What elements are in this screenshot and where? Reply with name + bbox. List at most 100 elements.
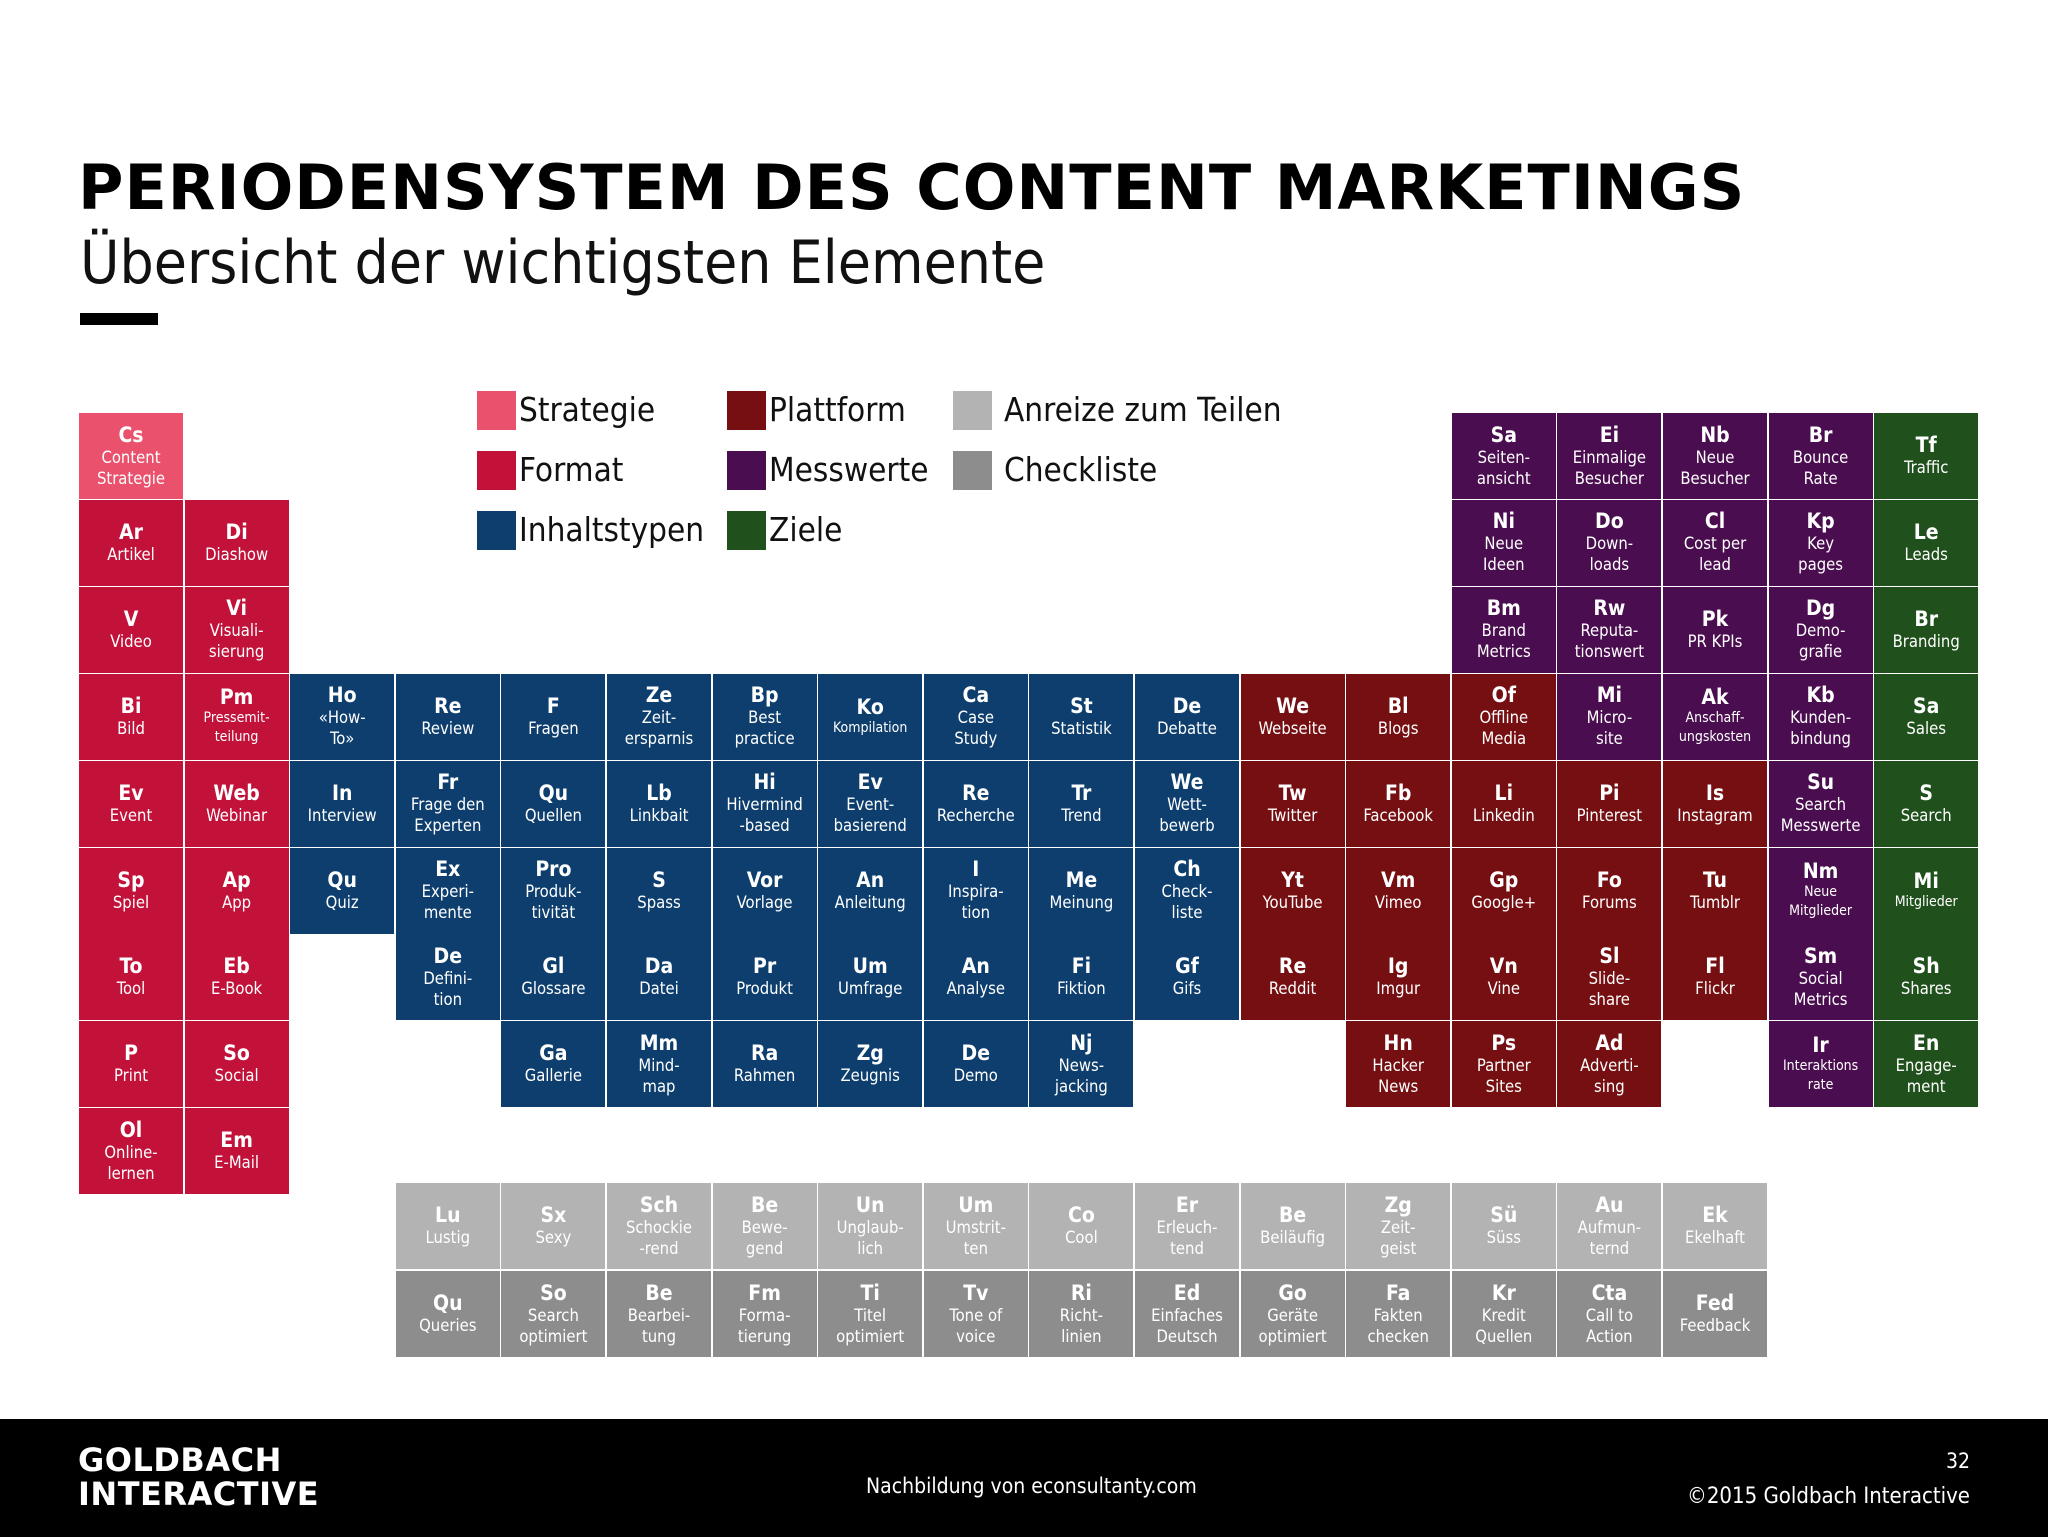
page-subtitle: Übersicht der wichtigsten Elemente bbox=[80, 228, 1046, 298]
element-symbol: Di bbox=[225, 519, 248, 544]
element-name: Lustig bbox=[425, 1228, 471, 1247]
element-name: Queries bbox=[419, 1316, 477, 1335]
element-cell: En Engage- ment bbox=[1874, 1021, 1979, 1108]
element-symbol: Qu bbox=[538, 780, 569, 805]
element-cell: Dg Demo- grafie bbox=[1768, 586, 1873, 673]
element-cell: S Search bbox=[1874, 760, 1979, 847]
element-symbol: Um bbox=[852, 954, 888, 979]
legend-swatch bbox=[477, 510, 516, 550]
element-cell: Ar Artikel bbox=[79, 499, 183, 586]
element-symbol: F bbox=[546, 693, 560, 718]
element-name: Anschaff- ungskosten bbox=[1678, 710, 1752, 746]
element-name: Neue Ideen bbox=[1483, 534, 1525, 575]
element-cell: Ko Kompilation bbox=[818, 673, 923, 760]
element-symbol: Bl bbox=[1387, 693, 1409, 718]
element-symbol: Pm bbox=[219, 685, 254, 710]
element-symbol: Ir bbox=[1812, 1032, 1829, 1057]
element-symbol: Be bbox=[1278, 1203, 1307, 1227]
element-cell: Li Linkedin bbox=[1451, 760, 1556, 847]
element-name: Fakten checken bbox=[1367, 1305, 1429, 1346]
element-cell: Tr Trend bbox=[1029, 760, 1134, 847]
element-cell: Kb Kunden- bindung bbox=[1768, 673, 1873, 760]
element-cell: Fi Fiktion bbox=[1029, 934, 1134, 1021]
element-symbol: Qu bbox=[433, 1291, 463, 1315]
element-name: Erleuch- tend bbox=[1156, 1217, 1218, 1258]
element-cell: Sp Spiel bbox=[79, 847, 183, 934]
element-symbol: Ap bbox=[222, 867, 251, 892]
element-cell: Pr Produkt bbox=[712, 934, 817, 1021]
element-cell: Vm Vimeo bbox=[1346, 847, 1451, 934]
element-symbol: Ra bbox=[750, 1041, 779, 1066]
element-name: Richt- linien bbox=[1059, 1305, 1103, 1346]
element-name: Hivermind -based bbox=[726, 795, 803, 836]
element-symbol: Sl bbox=[1599, 943, 1620, 968]
element-cell: Is Instagram bbox=[1663, 760, 1767, 847]
element-symbol: Go bbox=[1278, 1280, 1307, 1305]
element-name: Linkedin bbox=[1472, 805, 1535, 825]
element-cell: Tf Traffic bbox=[1874, 413, 1979, 499]
element-cell: Ig Imgur bbox=[1346, 934, 1451, 1021]
element-cell: St Statistik bbox=[1029, 673, 1134, 760]
element-cell: Fa Fakten checken bbox=[1346, 1271, 1451, 1357]
element-cell: Bm Brand Metrics bbox=[1451, 586, 1556, 673]
element-cell: Lb Linkbait bbox=[607, 760, 711, 847]
element-name: Kunden- bindung bbox=[1790, 708, 1852, 749]
legend-swatch bbox=[727, 390, 766, 430]
element-symbol: Of bbox=[1491, 683, 1516, 708]
element-cell: So Search optimiert bbox=[501, 1271, 606, 1357]
element-symbol: So bbox=[223, 1041, 250, 1066]
element-name: YouTube bbox=[1262, 892, 1323, 912]
element-cell: Ol Online- lernen bbox=[79, 1108, 183, 1195]
element-symbol: Ch bbox=[1173, 857, 1201, 881]
element-name: Quiz bbox=[325, 892, 359, 912]
element-symbol: V bbox=[123, 606, 139, 631]
element-symbol: Tf bbox=[1915, 433, 1937, 457]
legend-swatch bbox=[953, 390, 992, 430]
legend-label: Inhaltstypen bbox=[519, 510, 705, 549]
footer: GOLDBACH INTERACTIVE Nachbildung von eco… bbox=[0, 1419, 2048, 1537]
element-cell: Vor Vorlage bbox=[712, 847, 817, 934]
legend-label: Anreize zum Teilen bbox=[1004, 390, 1282, 429]
element-symbol: Su bbox=[1807, 770, 1835, 795]
element-name: Social bbox=[214, 1066, 259, 1086]
element-symbol: Re bbox=[1278, 954, 1307, 979]
element-cell: Um Umfrage bbox=[818, 934, 923, 1021]
source-note: Nachbildung von econsultanty.com bbox=[866, 1474, 1197, 1498]
element-symbol: Be bbox=[645, 1280, 673, 1305]
element-name: Webseite bbox=[1258, 718, 1327, 738]
element-cell: Me Meinung bbox=[1029, 847, 1134, 934]
element-name: Süss bbox=[1486, 1228, 1521, 1247]
element-cell: Kr Kredit Quellen bbox=[1451, 1271, 1556, 1357]
element-name: Spiel bbox=[112, 892, 150, 912]
element-symbol: Fl bbox=[1705, 954, 1725, 979]
element-name: Trend bbox=[1061, 805, 1102, 825]
element-symbol: Sü bbox=[1490, 1203, 1518, 1227]
element-cell: Be Bearbei- tung bbox=[607, 1271, 711, 1357]
element-symbol: Tw bbox=[1278, 780, 1307, 805]
element-cell: Vi Visuali- sierung bbox=[184, 586, 289, 673]
element-name: Mind- map bbox=[638, 1055, 680, 1096]
element-cell: Pi Pinterest bbox=[1557, 760, 1662, 847]
element-name: Feedback bbox=[1679, 1316, 1751, 1335]
element-cell: Bp Best practice bbox=[712, 673, 817, 760]
element-cell: Fed Feedback bbox=[1663, 1271, 1767, 1357]
element-name: Interview bbox=[307, 805, 377, 825]
element-cell: Zg Zeit- geist bbox=[1346, 1183, 1451, 1269]
element-name: Seiten- ansicht bbox=[1476, 447, 1531, 488]
element-cell: V Video bbox=[79, 586, 183, 673]
element-cell: Sa Seiten- ansicht bbox=[1451, 413, 1556, 499]
element-symbol: Ca bbox=[962, 683, 990, 708]
element-cell: To Tool bbox=[79, 934, 183, 1021]
element-name: Brand Metrics bbox=[1476, 621, 1531, 662]
element-symbol: Co bbox=[1067, 1203, 1095, 1227]
element-name: Produk- tivität bbox=[525, 882, 582, 922]
element-name: Quellen bbox=[524, 805, 582, 825]
copyright: ©2015 Goldbach Interactive bbox=[1687, 1484, 1970, 1509]
element-cell: Ek Ekelhaft bbox=[1663, 1183, 1767, 1269]
element-symbol: Ed bbox=[1173, 1280, 1201, 1305]
element-name: Ekelhaft bbox=[1685, 1228, 1745, 1247]
element-cell: Ev Event- basierend bbox=[818, 760, 923, 847]
element-cell: In Interview bbox=[290, 760, 395, 847]
legend-swatch bbox=[953, 450, 992, 490]
element-symbol: Bp bbox=[750, 683, 779, 708]
